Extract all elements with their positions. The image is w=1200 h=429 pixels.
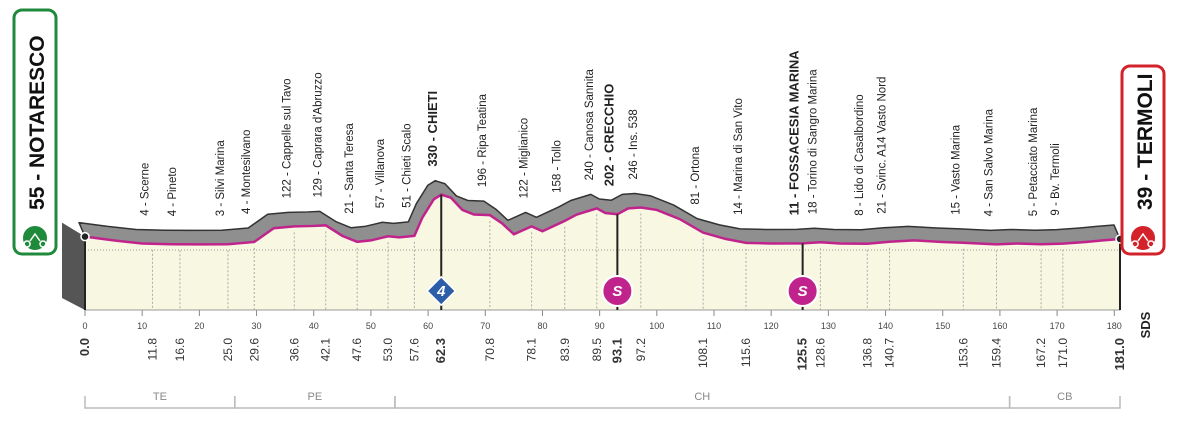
km-label: 42.1 [319,338,333,362]
x-tick-label: 80 [537,321,547,331]
region-label: CB [1057,391,1072,403]
place-label: 8 - Lido di Casalbordino [854,94,866,215]
x-tick-label: 90 [595,321,605,331]
start-icon [21,224,49,252]
place-label: 122 - Cappelle sul Tavo [281,78,293,198]
finish-icon [1129,224,1157,252]
x-tick-label: 120 [764,321,779,331]
place-label: 18 - Torino di Sangro Marina [807,69,819,214]
km-label: 11.8 [145,338,159,361]
place-label: 246 - Ins. 538 [628,109,640,179]
finish-bike [1131,232,1155,248]
place-label: 57 - Villanova [375,138,387,208]
place-label: 4 - Pineto [167,167,179,216]
x-tick-label: 10 [137,321,147,331]
place-label: 158 - Tollo [552,140,564,193]
km-label: 125.5 [795,338,810,371]
start-box [12,8,58,256]
km-label: 0.0 [77,338,92,356]
x-tick-label: 100 [649,321,664,331]
x-tick-label: 170 [1050,321,1065,331]
endpoint-dot [80,231,90,242]
km-label: 171.0 [1056,338,1070,368]
place-label: 196 - Ripa Teatina [477,93,489,187]
place-label: 3 - Silvi Marina [215,140,227,217]
place-label: 202 - CRECCHIO [601,84,616,187]
logo: SDS [1138,311,1153,338]
start-label: 55 - NOTARESCO [26,35,49,210]
profile-wall [62,222,85,310]
km-label: 128.6 [813,338,827,368]
profile-line [84,193,1121,246]
place-label: 21 - Svinc. A14 Vasto Nord [877,77,889,214]
km-label: 57.6 [407,338,421,362]
km-label: 159.4 [989,338,1003,368]
place-label: 122 - Miglianico [519,118,531,199]
place-label: 15 - Vasto Marina [950,124,962,215]
km-label: 108.1 [696,338,710,368]
x-tick-label: 150 [935,321,950,331]
marker-label: S [798,283,808,300]
region-label: CH [694,391,710,403]
finish-box [1120,64,1166,256]
place-label: 51 - Chieti Scalo [401,123,413,207]
km-label: 29.6 [247,338,261,362]
km-label: 16.6 [173,338,187,362]
km-label: 140.7 [883,338,897,368]
km-label: 181.0 [1112,338,1127,371]
place-label: 129 - Caprara d'Abruzzo [313,72,325,197]
region-label: TE [153,391,167,403]
x-tick-label: 70 [480,321,490,331]
km-label: 36.6 [287,338,301,362]
km-label: 25.0 [221,338,235,362]
x-tick-label: 140 [878,321,893,331]
place-label: 14 - Marina di San Vito [733,98,745,215]
marker-label: 4 [436,283,446,300]
sprint-marker [786,275,819,307]
x-tick-label: 180 [1107,321,1122,331]
km-label: 167.2 [1034,338,1048,368]
place-label: 240 - Canosa Sannita [584,69,596,181]
place-label: 21 - Santa Teresa [344,123,356,214]
km-label: 83.9 [558,338,572,362]
place-label: 4 - Montesilvano [241,130,253,214]
km-label: 70.8 [483,338,497,362]
km-label: 89.5 [590,338,604,362]
km-label: 78.1 [525,338,539,362]
start-bike [23,232,47,248]
place-label: 11 - FOSSACESIA MARINA [787,50,802,216]
place-label: 5 - Petacciato Marina [1028,107,1040,216]
x-tick-label: 40 [309,321,319,331]
place-label: 330 - CHIETI [425,91,440,167]
km-label: 153.6 [956,338,970,368]
x-tick-label: 130 [821,321,836,331]
place-label: 81 - Ortona [690,146,702,205]
x-tick-label: 60 [423,321,433,331]
place-label: 4 - Scerne [139,163,151,216]
marker-label: S [612,283,622,300]
km-label: 93.1 [609,338,624,363]
km-label: 62.3 [433,338,448,363]
place-label: 4 - San Salvo Marina [983,108,995,216]
finish-label: 39 - TERMOLI [1134,73,1157,210]
x-tick-label: 50 [366,321,376,331]
x-tick-label: 160 [992,321,1007,331]
km-label: 53.0 [381,338,395,362]
km-label: 136.8 [860,338,874,368]
region-label: PE [308,391,323,403]
x-tick-label: 20 [194,321,204,331]
climb-marker [426,275,457,307]
place-label: 9 - Bv. Termoli [1050,143,1062,215]
sprint-marker [601,275,634,307]
km-label: 97.2 [634,338,648,362]
x-tick-label: 110 [707,321,721,331]
x-tick-label: 0 [82,321,87,331]
x-tick-label: 30 [252,321,262,331]
km-label: 47.6 [350,338,364,362]
km-label: 115.6 [739,338,753,367]
region-bracket [1008,396,1121,409]
